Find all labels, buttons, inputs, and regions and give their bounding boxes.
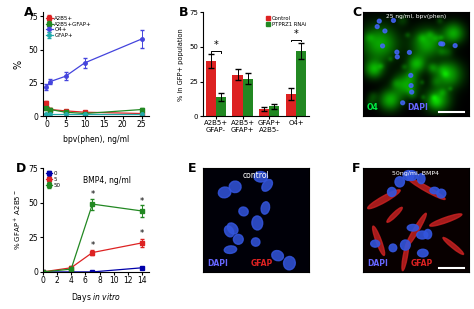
Text: O4: O4 [367, 103, 379, 112]
Circle shape [383, 29, 387, 33]
Bar [232, 75, 243, 116]
Circle shape [401, 101, 405, 105]
Text: *: * [91, 190, 94, 199]
Ellipse shape [430, 214, 462, 226]
Ellipse shape [418, 174, 425, 184]
Legend: Control, PTPRZ1 RNAi: Control, PTPRZ1 RNAi [265, 15, 307, 27]
Ellipse shape [251, 238, 260, 246]
Circle shape [453, 44, 457, 48]
Text: C: C [352, 6, 361, 19]
Ellipse shape [424, 229, 432, 239]
Ellipse shape [224, 246, 237, 253]
Text: GFAP: GFAP [251, 259, 273, 268]
Y-axis label: % GFAP$^+$ A2B5$^-$: % GFAP$^+$ A2B5$^-$ [13, 189, 23, 251]
Ellipse shape [272, 251, 283, 261]
Circle shape [410, 90, 414, 94]
Y-axis label: % in GFP+ population: % in GFP+ population [178, 28, 184, 101]
Ellipse shape [395, 177, 404, 187]
Ellipse shape [443, 238, 464, 254]
Text: *: * [293, 29, 298, 39]
Ellipse shape [371, 240, 380, 247]
Ellipse shape [388, 188, 396, 197]
Ellipse shape [407, 224, 419, 231]
Y-axis label: %: % [13, 60, 23, 69]
Circle shape [395, 55, 399, 59]
Ellipse shape [254, 171, 267, 182]
Text: DAPI: DAPI [407, 103, 428, 112]
Circle shape [375, 25, 379, 28]
Text: *: * [140, 197, 144, 206]
Text: A: A [23, 6, 33, 19]
Ellipse shape [430, 187, 439, 194]
Ellipse shape [402, 242, 409, 271]
Text: GFAP: GFAP [410, 259, 433, 268]
Text: BMP4, ng/ml: BMP4, ng/ml [83, 176, 131, 185]
Circle shape [381, 44, 384, 48]
Circle shape [408, 50, 411, 54]
Ellipse shape [373, 226, 384, 256]
Ellipse shape [283, 256, 295, 270]
Bar [243, 79, 253, 116]
Text: DAPI: DAPI [207, 259, 228, 268]
Text: F: F [352, 162, 360, 175]
Ellipse shape [406, 213, 426, 248]
Ellipse shape [387, 207, 402, 222]
Legend: A2B5+, A2B5+GFAP+, O4+, GFAP+: A2B5+, A2B5+GFAP+, O4+, GFAP+ [46, 15, 92, 39]
X-axis label: Days $\it{in\ vitro}$: Days $\it{in\ vitro}$ [71, 291, 121, 304]
Circle shape [409, 74, 413, 77]
Circle shape [377, 19, 381, 23]
Ellipse shape [225, 226, 234, 237]
Ellipse shape [252, 216, 263, 230]
Text: B: B [179, 6, 189, 19]
Text: DAPI: DAPI [367, 259, 388, 268]
Text: E: E [188, 162, 196, 175]
Ellipse shape [389, 244, 397, 252]
Bar [296, 51, 306, 116]
Circle shape [395, 50, 399, 54]
Ellipse shape [262, 180, 273, 191]
X-axis label: bpv(phen), ng/ml: bpv(phen), ng/ml [63, 135, 129, 144]
Text: control: control [243, 171, 269, 180]
Circle shape [439, 42, 443, 46]
Ellipse shape [233, 235, 243, 244]
Ellipse shape [229, 181, 241, 193]
Text: D: D [16, 162, 26, 175]
Ellipse shape [261, 202, 270, 214]
Ellipse shape [406, 171, 417, 180]
Ellipse shape [219, 187, 231, 198]
Bar [269, 107, 279, 116]
Bar [216, 97, 226, 116]
Ellipse shape [437, 189, 446, 198]
Ellipse shape [418, 249, 428, 257]
Text: *: * [91, 241, 94, 250]
Text: *: * [140, 229, 144, 238]
Ellipse shape [403, 171, 414, 180]
Ellipse shape [401, 240, 410, 250]
Bar [206, 61, 216, 116]
Circle shape [409, 84, 413, 87]
Ellipse shape [239, 207, 248, 216]
Ellipse shape [408, 178, 445, 200]
Text: *: * [214, 40, 219, 50]
Ellipse shape [368, 190, 400, 209]
Legend: 0, 5, 50: 0, 5, 50 [46, 171, 61, 189]
Bar [259, 109, 269, 116]
Text: 50ng/ml, BMP4: 50ng/ml, BMP4 [392, 171, 439, 176]
Text: 25 ng/ml, bpv(phen): 25 ng/ml, bpv(phen) [386, 15, 446, 19]
Ellipse shape [228, 223, 238, 234]
Circle shape [441, 42, 445, 46]
Ellipse shape [417, 231, 428, 239]
Bar [286, 94, 296, 116]
Circle shape [392, 19, 395, 22]
